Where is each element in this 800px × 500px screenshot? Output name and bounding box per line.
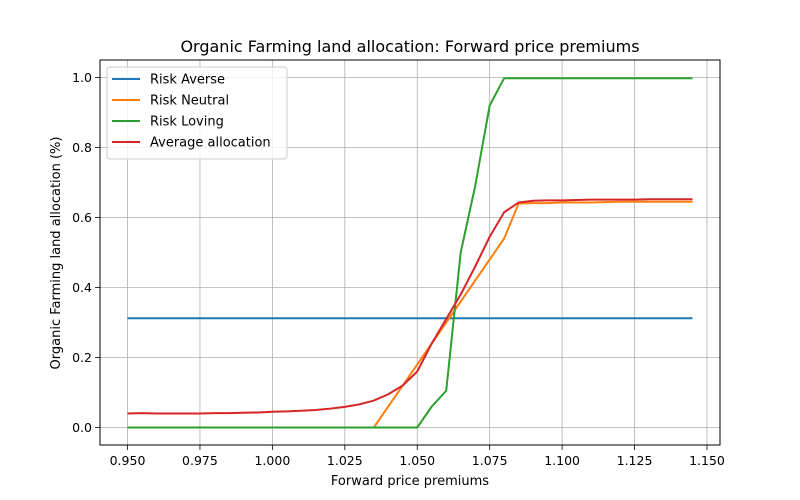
- x-tick-label: 1.000: [254, 453, 290, 468]
- legend-label-risk-loving: Risk Loving: [150, 115, 224, 130]
- y-tick-label: 0.6: [72, 210, 92, 225]
- y-tick-label: 0.2: [72, 350, 92, 365]
- y-tick-label: 0.0: [72, 420, 92, 435]
- x-tick-label: 0.950: [110, 453, 146, 468]
- series-line-average-allocation: [127, 198, 693, 415]
- y-tick-label: 1.0: [72, 70, 92, 85]
- x-tick-label: 1.150: [689, 453, 725, 468]
- series-line-risk-loving: [127, 77, 693, 429]
- chart-title: Organic Farming land allocation: Forward…: [180, 37, 639, 56]
- x-tick-label: 0.975: [182, 453, 218, 468]
- legend-label-risk-neutral: Risk Neutral: [150, 94, 229, 109]
- legend-label-average-allocation: Average allocation: [150, 136, 271, 151]
- legend: Risk Averse Risk Neutral Risk Loving Averag…: [106, 66, 288, 160]
- x-tick-label: 1.100: [544, 453, 580, 468]
- plot-frame: [99, 59, 721, 446]
- series-line-risk-neutral: [127, 200, 693, 429]
- x-tick-label: 1.050: [399, 453, 435, 468]
- legend-label-risk-averse: Risk Averse: [150, 73, 225, 88]
- y-tick-label: 0.8: [72, 140, 92, 155]
- ticks: 0.950 0.975 1.000 1.025 1.050 1.075 1.100 1.125…: [72, 70, 725, 468]
- y-axis-label: Organic Farming land allocation (%): [49, 137, 64, 370]
- x-tick-label: 1.125: [617, 453, 653, 468]
- y-tick-label: 0.4: [72, 280, 92, 295]
- x-axis-label: Forward price premiums: [331, 474, 489, 489]
- x-tick-label: 1.075: [472, 453, 508, 468]
- series-lines: [127, 77, 693, 429]
- legend-box: [106, 66, 288, 160]
- grid: [100, 60, 720, 445]
- x-tick-label: 1.025: [327, 453, 363, 468]
